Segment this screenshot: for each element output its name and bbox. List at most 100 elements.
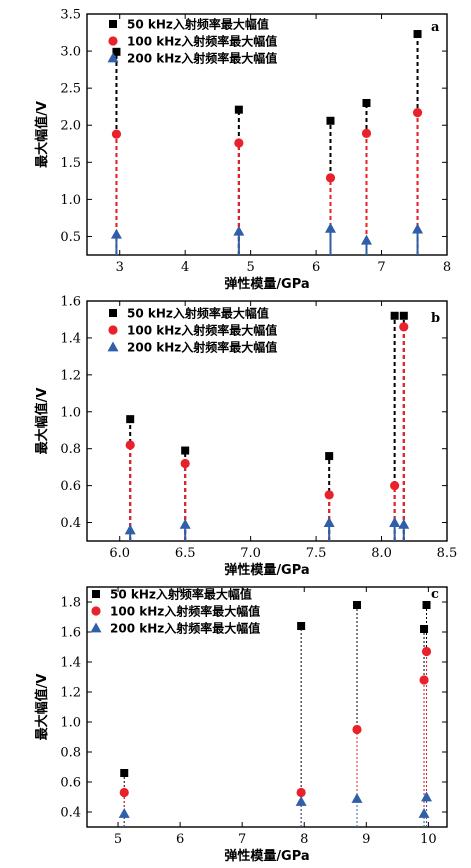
triangle-marker [124,524,136,535]
legend-triangle-icon [90,622,102,633]
legend-entry-label: 200 kHz入射频率最大幅值 [127,51,277,66]
legend-entry-label: 200 kHz入射频率最大幅值 [110,621,260,636]
y-tick-label: 2.0 [60,119,81,134]
panel-tag: b [431,311,440,326]
circle-marker [111,129,122,139]
square-marker [120,769,129,777]
y-tick-label: 1.2 [60,686,81,701]
y-tick-label: 0.6 [60,479,81,494]
x-tick-label: 9 [362,832,370,847]
triangle-marker [351,793,363,803]
plot-frame [86,586,448,828]
triangle-marker [233,225,245,236]
square-marker [297,622,306,630]
chart-panel-a: 3 4 5 6 7 8 0.5 1.0 1.5 2.0 2.5 3.0 3.5 弹性模量/GPa 最大幅值/… [34,8,451,293]
legend-square-icon [109,309,117,317]
panel-tag: a [431,20,440,35]
x-tick-label: 7 [238,832,246,847]
legend-entry-label: 50 kHz入射频率最大幅值 [127,17,269,32]
legend: 50 kHz入射频率最大幅值 100 kHz入射频率最大幅值 200 kHz入射频率… [90,587,260,636]
y-tick-label: 1.4 [60,331,81,346]
y-tick-label: 0.6 [60,776,81,791]
y-tick-label: 0.4 [60,806,81,821]
circle-marker [125,440,135,450]
y-tick-label: 1.0 [60,405,81,420]
chart-panel-c: 5 6 7 8 9 10 0.4 0.6 0.8 1.0 1.2 1.4 1.6 1.8 弹性模量/GPa 最… [34,586,448,864]
circle-marker [119,787,129,798]
y-tick-label: 0.5 [60,230,81,245]
x-tick-label: 5 [246,260,254,275]
y-tick-label: 2.5 [60,82,81,97]
triangle-marker [295,796,307,806]
x-tick-label: 6.5 [175,546,196,561]
square-marker [422,601,431,609]
legend-entry-label: 100 kHz入射频率最大幅值 [127,323,277,338]
y-tick-label: 1.8 [60,596,81,611]
x-axis-label: 弹性模量/GPa [224,562,309,578]
square-marker [399,311,408,320]
plot-frame [86,13,448,256]
x-axis-label: 弹性模量/GPa [224,848,309,864]
triangle-marker [389,517,401,527]
y-tick-label: 1.5 [60,156,81,171]
y-axis-label: 最大幅值/V [34,674,50,741]
x-tick-label: 8 [443,260,451,275]
legend-entry-label: 50 kHz入射频率最大幅值 [127,306,269,321]
square-marker [413,30,422,39]
square-marker [326,116,335,125]
square-marker [234,105,243,114]
triangle-marker [110,228,122,239]
square-marker [420,625,429,633]
legend-circle-icon [108,325,118,335]
triangle-marker [418,808,430,818]
legend: 50 kHz入射频率最大幅值 100 kHz入射频率最大幅值 200 kHz入射频率… [107,306,277,355]
x-tick-label: 3 [116,260,124,275]
circle-marker [419,675,429,685]
panel-tag: c [431,587,439,602]
circle-marker [324,490,334,500]
x-tick-label: 8.0 [371,546,392,561]
square-marker [325,452,334,461]
legend-entry-label: 50 kHz入射频率最大幅值 [110,587,252,602]
triangle-marker [118,808,130,818]
square-marker [362,98,371,107]
y-tick-label: 0.8 [60,442,81,457]
y-tick-label: 0.8 [60,746,81,761]
x-tick-label: 4 [181,260,189,275]
triangle-marker [324,222,336,233]
x-tick-label: 7.5 [306,546,327,561]
legend-square-icon [109,20,117,28]
y-tick-label: 1.0 [60,716,81,731]
plot-frame [86,300,448,542]
circle-marker [180,458,190,469]
y-tick-label: 1.0 [60,193,81,208]
legend-square-icon [92,590,100,598]
y-tick-label: 0.4 [60,516,81,531]
legend-entry-label: 100 kHz入射频率最大幅值 [127,34,277,49]
circle-marker [296,787,306,798]
chart-panel-b: 6.0 6.5 7.0 7.5 8.0 8.5 0.4 0.6 0.8 1.0 1.2 1.4 1.6 弹… [34,295,457,579]
x-tick-label: 8 [300,832,308,847]
triangle-marker [412,223,424,234]
triangle-marker [323,517,335,527]
square-marker [126,415,135,424]
square-marker [353,601,361,609]
y-tick-label: 1.6 [60,626,81,641]
triangle-marker [398,518,410,529]
y-tick-label: 1.6 [60,295,81,310]
legend-triangle-icon [107,341,119,352]
x-tick-label: 7.0 [240,546,261,561]
square-marker [112,47,121,56]
circle-marker [421,646,432,657]
x-tick-label: 7 [377,260,385,275]
x-axis-label: 弹性模量/GPa [224,276,309,292]
legend-entry-label: 100 kHz入射频率最大幅值 [110,604,260,619]
legend-circle-icon [108,36,118,46]
legend-circle-icon [91,606,101,616]
x-tick-label: 6.0 [109,546,130,561]
circle-marker [399,322,409,332]
x-tick-label: 6 [312,260,320,275]
square-marker [390,311,399,320]
circle-marker [352,724,362,735]
